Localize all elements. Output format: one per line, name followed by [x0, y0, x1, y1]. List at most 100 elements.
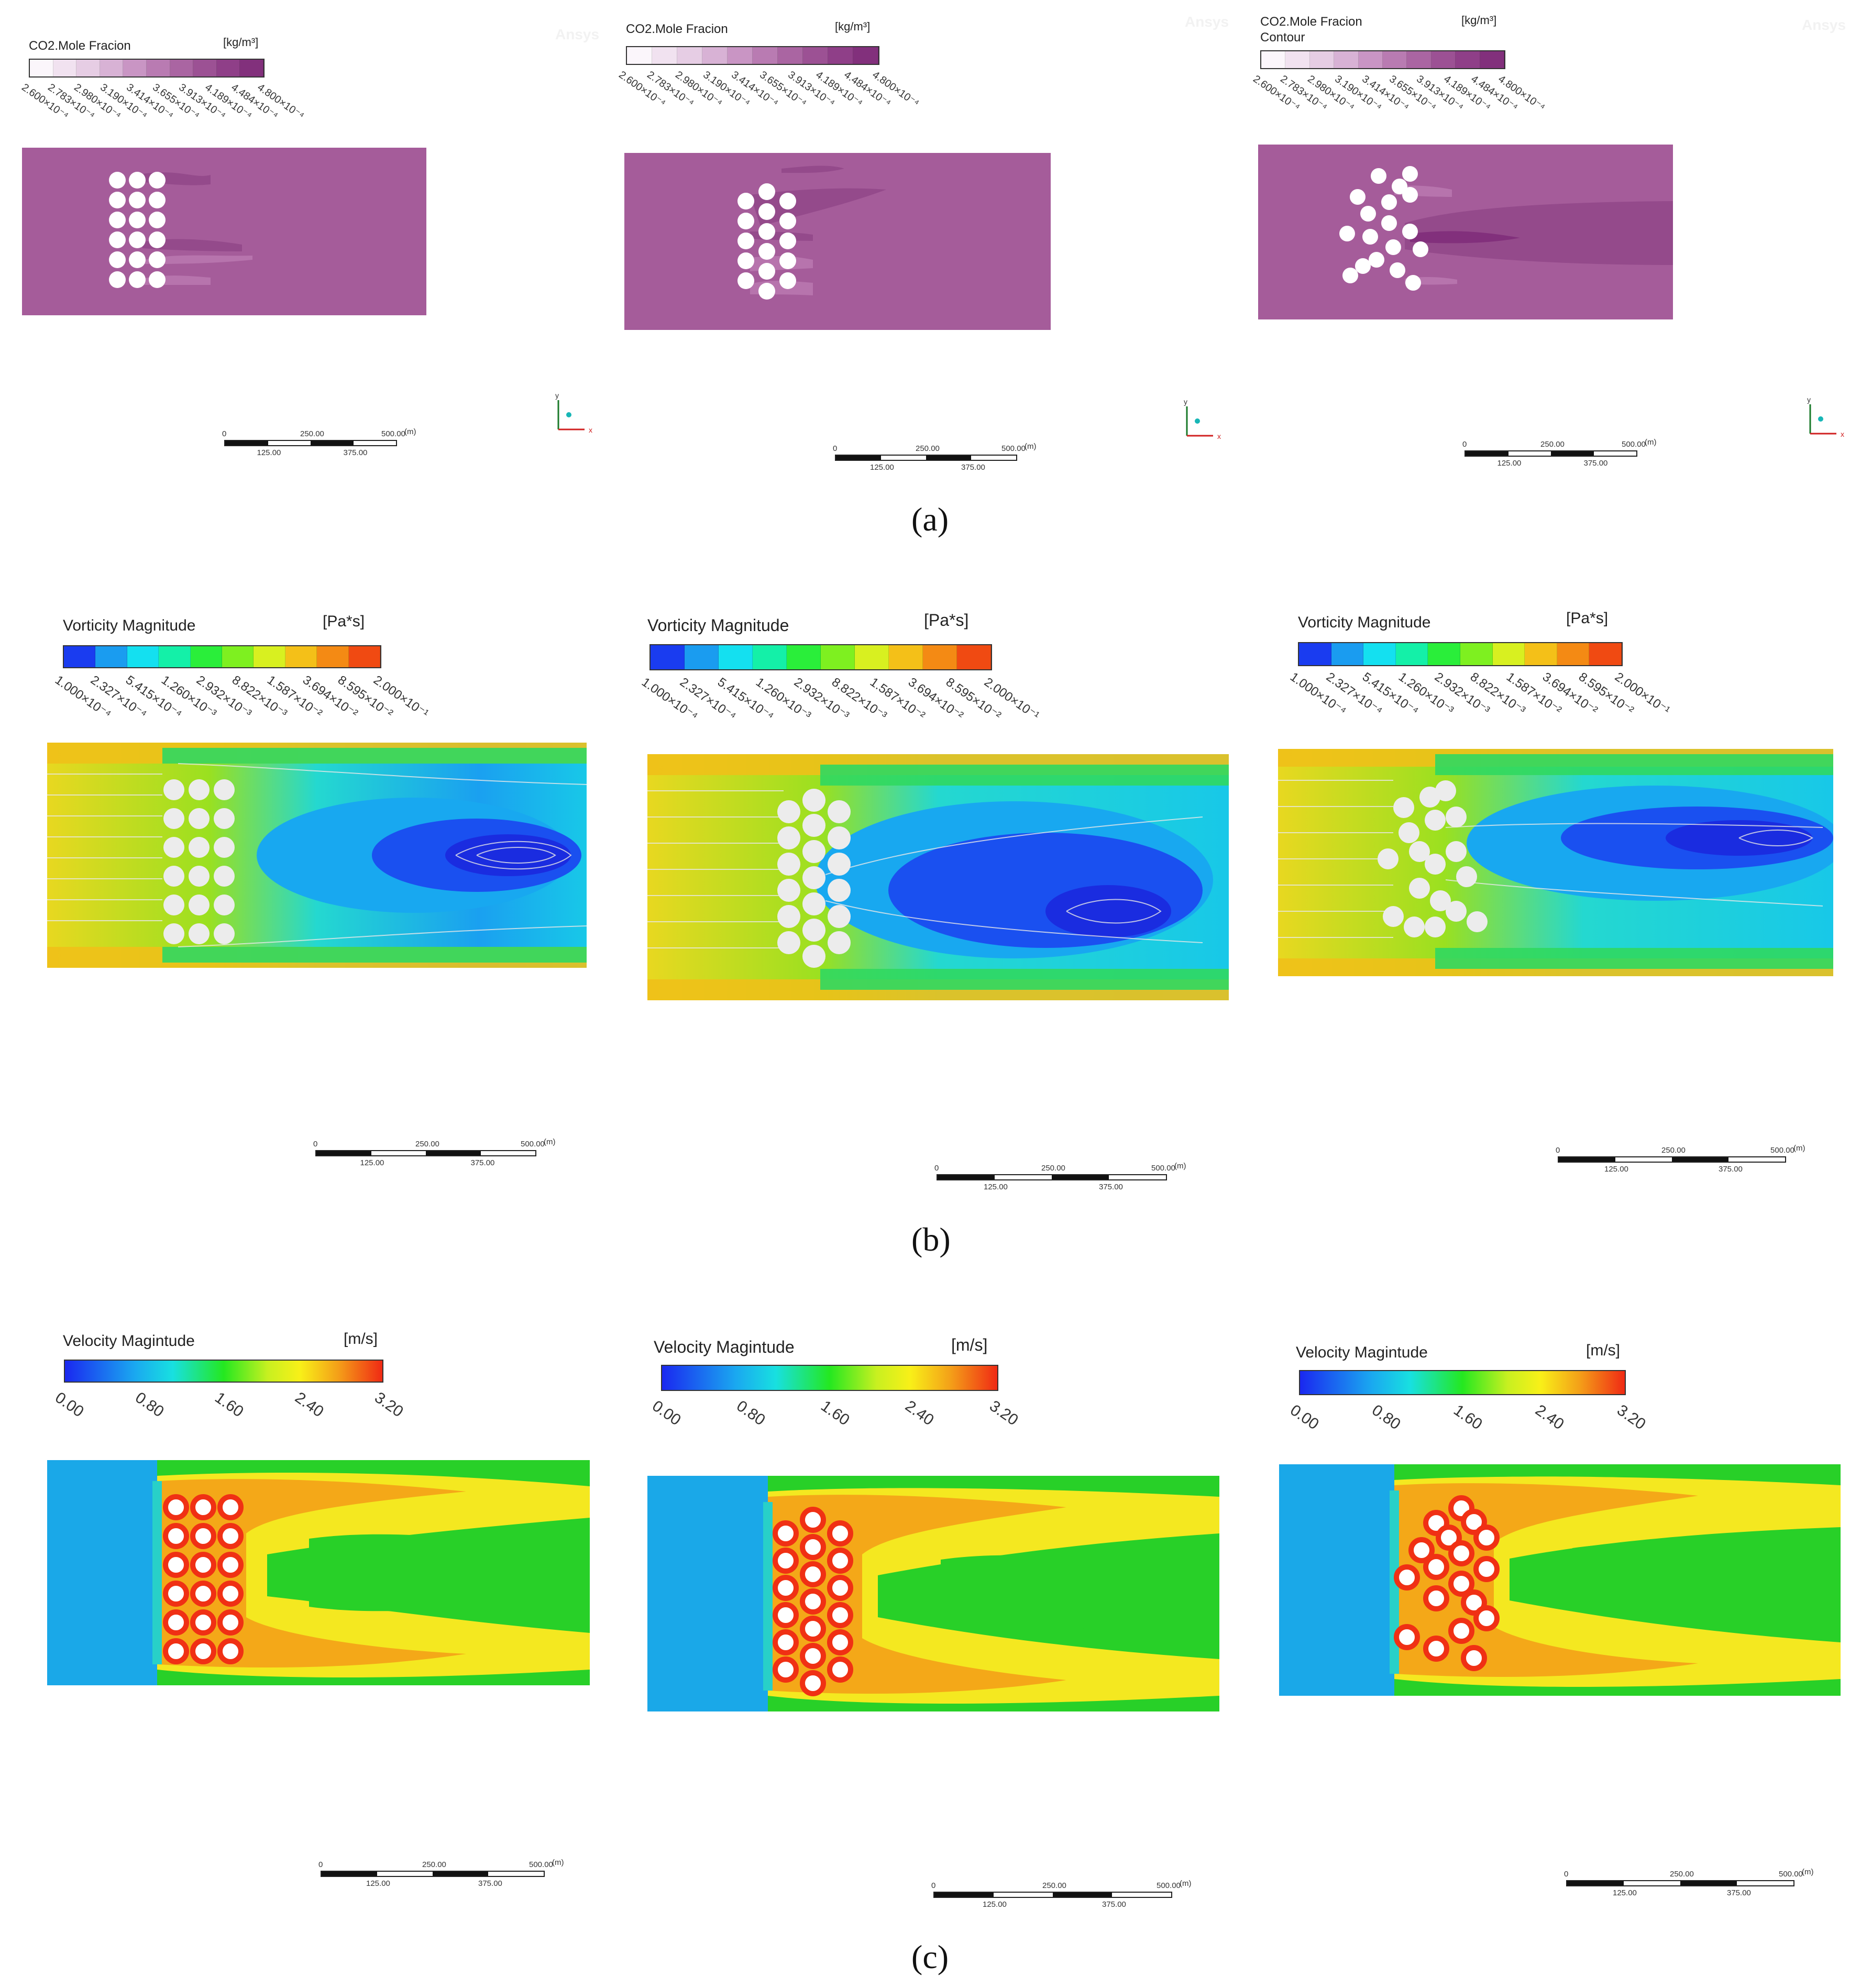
- co2-contour-field: [624, 153, 1051, 330]
- legend-unit: [kg/m³]: [223, 36, 259, 49]
- scale-label: 125.00: [1613, 1888, 1637, 1897]
- scale-label: 250.00: [415, 1140, 439, 1148]
- cylinder-array: [1378, 780, 1488, 937]
- scale-label: 375.00: [470, 1158, 495, 1167]
- legend-swatch: [778, 47, 803, 64]
- scale-label: 375.00: [343, 448, 368, 457]
- legend-title: Velocity Magintude: [63, 1332, 195, 1350]
- scale-label: 250.00: [1540, 440, 1565, 449]
- scale-label: 375.00: [1102, 1900, 1126, 1909]
- legend-colorbar: [29, 59, 265, 78]
- legend-title: Vorticity Magnitude: [1298, 614, 1431, 631]
- panel-a2: CO2.Mole Fracion [kg/m³] 2.600×10⁻⁴ 2.783…: [616, 0, 1247, 487]
- watermark: Ansys: [1802, 17, 1846, 33]
- velocity-field-3: [1279, 1464, 1841, 1696]
- vorticity-field-3: [1278, 749, 1833, 976]
- legend-subtitle: Contour: [1260, 30, 1305, 45]
- scale-bar-segments: [1566, 1880, 1794, 1886]
- legend-swatch: [853, 47, 878, 64]
- cylinder-array: [109, 172, 166, 288]
- legend-tick-label: 2.40: [1532, 1401, 1567, 1433]
- legend-swatch: [348, 646, 381, 667]
- sublabel-c: (c): [911, 1938, 949, 1975]
- scale-label: 500.00: [1001, 444, 1026, 453]
- scale-label: 500.00: [529, 1860, 553, 1869]
- cylinder-array: [777, 789, 851, 968]
- scale-label: 0: [934, 1164, 939, 1173]
- legend-swatch: [728, 47, 753, 64]
- legend-tick-label: 3.20: [1614, 1401, 1649, 1433]
- legend-title: Vorticity Magnitude: [647, 616, 789, 635]
- legend-tick-label: 0.80: [131, 1389, 167, 1421]
- legend-tick-label: 1.60: [818, 1397, 853, 1429]
- scale-label: 0: [1564, 1870, 1569, 1879]
- legend-swatch: [1309, 51, 1335, 68]
- legend-swatch: [1383, 51, 1407, 68]
- legend-colorbar: [626, 46, 879, 65]
- legend-swatch: [1358, 51, 1383, 68]
- legend-swatch: [53, 60, 77, 76]
- scale-label: 0: [318, 1860, 323, 1869]
- legend-colorbar: [661, 1365, 998, 1391]
- legend-tick-label: 1.60: [1450, 1401, 1485, 1433]
- scale-bar-segments: [224, 440, 397, 446]
- scale-label: 125.00: [870, 463, 894, 472]
- legend-swatch: [190, 646, 223, 667]
- legend-colorbar: [1260, 50, 1505, 69]
- scale-label: 375.00: [1099, 1183, 1123, 1191]
- legend-unit: [Pa*s]: [1566, 610, 1609, 627]
- legend-swatch: [1363, 643, 1396, 665]
- axis-triad-icon: y x: [555, 393, 592, 434]
- legend-tick-label: 2.40: [902, 1397, 937, 1429]
- cylinder-array: [1339, 166, 1428, 291]
- legend-swatch: [787, 645, 821, 669]
- axis-triad-icon: y x: [1184, 399, 1221, 440]
- legend-unit: [m/s]: [1586, 1342, 1620, 1359]
- legend-swatch: [193, 60, 217, 76]
- scale-unit: (m): [404, 427, 416, 436]
- legend-tick-label: 3.20: [986, 1397, 1021, 1429]
- scale-unit: (m): [1180, 1879, 1192, 1888]
- scale-label: 250.00: [1041, 1164, 1065, 1173]
- scale-label: 250.00: [1042, 1881, 1066, 1890]
- legend-swatch: [1492, 643, 1525, 665]
- legend-swatch: [753, 47, 778, 64]
- legend-swatch: [1456, 51, 1480, 68]
- co2-contour-field: [22, 148, 426, 315]
- legend-swatch: [753, 645, 787, 669]
- legend-swatch: [64, 646, 96, 667]
- legend-colorbar: [649, 644, 992, 670]
- scale-label: 500.00: [1779, 1870, 1803, 1879]
- legend-swatch: [821, 645, 855, 669]
- legend-swatch: [957, 645, 991, 669]
- scale-label: 0: [833, 444, 838, 453]
- legend-swatch: [146, 60, 170, 76]
- scale-label: 0: [931, 1881, 936, 1890]
- legend-swatch: [1480, 51, 1505, 68]
- cylinder-array: [737, 183, 796, 300]
- legend-tick-label: 0.80: [733, 1397, 768, 1429]
- svg-text:y: y: [1807, 397, 1811, 404]
- legend-swatch: [828, 47, 853, 64]
- legend-unit: [kg/m³]: [1461, 14, 1497, 27]
- scale-label: 250.00: [300, 429, 324, 438]
- vorticity-field-1: [47, 743, 587, 968]
- scale-unit: (m): [1174, 1162, 1186, 1170]
- panel-a3: CO2.Mole Fracion Contour [kg/m³] 2.600×1…: [1247, 0, 1872, 487]
- sublabel-b: (b): [911, 1221, 951, 1258]
- legend-swatch: [1334, 51, 1359, 68]
- scale-label: 375.00: [961, 463, 985, 472]
- legend-swatch: [702, 47, 728, 64]
- legend-swatch: [127, 646, 159, 667]
- panel-a1: CO2.Mole Fracion [kg/m³] 2.600×10⁻⁴ 2.783…: [0, 0, 623, 487]
- scale-bar-segments: [937, 1174, 1167, 1180]
- scale-label: 125.00: [366, 1879, 390, 1888]
- legend-colorbar: [63, 645, 381, 668]
- scale-label: 500.00: [1770, 1146, 1794, 1155]
- legend-swatch: [95, 646, 127, 667]
- legend-swatch: [1460, 643, 1493, 665]
- legend-swatch: [123, 60, 147, 76]
- legend-tick-label: 0.80: [1369, 1401, 1404, 1433]
- legend-swatch: [1557, 643, 1590, 665]
- legend-swatch: [222, 646, 254, 667]
